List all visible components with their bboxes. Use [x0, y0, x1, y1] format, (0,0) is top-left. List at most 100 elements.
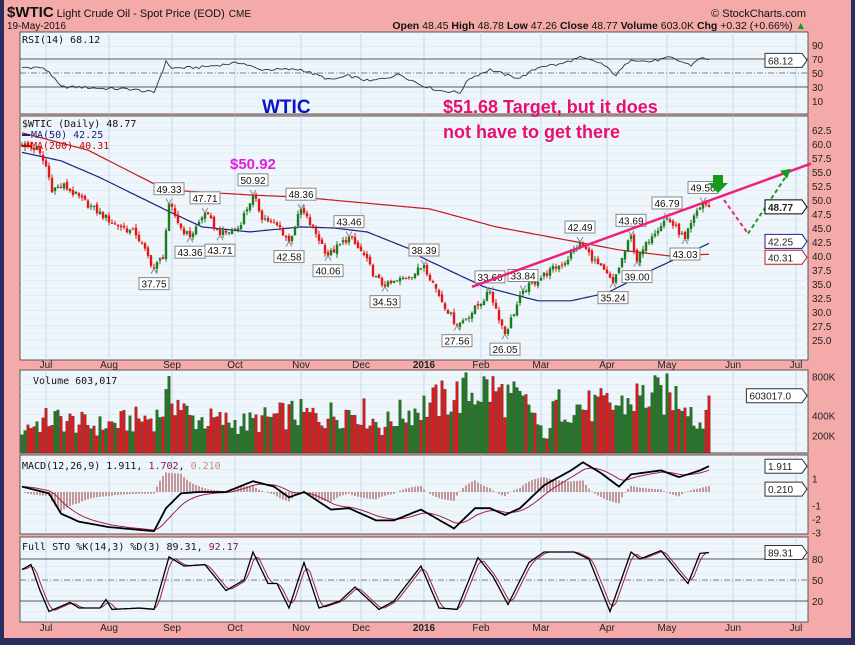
volume-value-tag: 603017.0 [749, 392, 791, 403]
rsi-axis-tick: 10 [812, 97, 824, 108]
candle-body [224, 230, 228, 233]
volume-bar [629, 404, 633, 454]
volume-bar [587, 390, 591, 454]
volume-bar [584, 409, 588, 454]
candle-body [416, 267, 420, 276]
volume-bar [440, 380, 444, 454]
volume-bar [482, 376, 486, 454]
candle-body [485, 291, 489, 301]
candle-body [647, 242, 651, 244]
volume-bar [380, 435, 384, 454]
month-label-aug: Aug [100, 360, 118, 371]
volume-bar [374, 422, 378, 454]
candle-body [524, 290, 528, 292]
volume-bar [314, 413, 318, 454]
candle-body [149, 255, 153, 266]
volume-bar [182, 403, 186, 454]
open-value: 48.45 [422, 20, 448, 32]
volume-bar [557, 389, 561, 454]
month-label-oct: Oct [227, 360, 243, 371]
pivot-pointer [381, 286, 389, 292]
volume-bar [404, 422, 408, 454]
volume-bar [332, 416, 336, 454]
brand-watermark[interactable]: © StockCharts.com [711, 8, 806, 20]
pivot-pointer [285, 241, 293, 247]
volume-bar [503, 417, 507, 454]
volume-bar [620, 395, 624, 454]
volume-bar [344, 409, 348, 454]
month-label-jul: Jul [40, 623, 53, 634]
candle-body [593, 259, 597, 261]
volume-bar [74, 432, 78, 454]
volume-bar [452, 400, 456, 454]
volume-bar [509, 392, 513, 454]
volume-bar [116, 428, 120, 454]
resistance-trendline [471, 162, 812, 288]
volume-bar [677, 408, 681, 454]
volume-bar [512, 381, 516, 454]
volume-bar [671, 410, 675, 454]
macd-axis-tick: -1 [812, 502, 821, 513]
pivot-label: 26.05 [492, 345, 517, 356]
volume-bar [32, 426, 36, 454]
candle-body [53, 187, 57, 192]
volume-bar [245, 430, 249, 454]
volume-bar [572, 415, 576, 454]
volume-bar [173, 415, 177, 454]
volume-bar [278, 402, 282, 454]
volume-bar [431, 387, 435, 454]
pivot-label-box [237, 173, 269, 187]
candle-body [200, 217, 204, 221]
month-label-jun: Jun [725, 360, 741, 371]
candle-body [35, 147, 39, 151]
candle-body [221, 230, 225, 235]
volume-bar [680, 410, 684, 454]
volume-bar [356, 424, 360, 454]
volume-bar [203, 428, 207, 454]
candle-body [503, 326, 507, 335]
volume-bar [635, 383, 639, 454]
volume-bar [59, 416, 63, 454]
candle-body [44, 160, 48, 167]
volume-bar [191, 415, 195, 454]
volume-bar [254, 414, 258, 454]
month-label-mar: Mar [532, 360, 550, 371]
candle-body [56, 186, 60, 188]
candle-body [242, 213, 246, 224]
pivot-pointer [345, 231, 353, 237]
volume-bar [161, 416, 165, 454]
macd-signal-value: 1.702 [148, 461, 178, 472]
volume-bar [134, 406, 138, 454]
volume-bar [23, 430, 27, 454]
volume-bar [563, 419, 567, 454]
pivot-label: 33.60 [477, 273, 502, 284]
candle-body [437, 290, 441, 296]
candle-body [284, 235, 288, 238]
macd-line [21, 461, 710, 533]
candle-body [335, 244, 339, 254]
volume-bar [425, 416, 429, 454]
candle-body [509, 317, 513, 329]
candle-body [428, 275, 432, 281]
volume-bar [683, 407, 687, 454]
candle-body [218, 229, 222, 236]
close-label: Close [560, 20, 589, 32]
volume-bar [308, 412, 312, 454]
volume-bar [95, 435, 99, 454]
ma50-value-tag: 42.25 [768, 237, 793, 248]
price-axis-tick: 60.0 [812, 140, 832, 151]
month-label-may: May [658, 623, 677, 634]
volume-bar [29, 428, 33, 454]
pivot-label-box [369, 295, 401, 309]
volume-bar [83, 414, 87, 454]
candle-body [704, 202, 708, 205]
candle-body [248, 203, 252, 211]
candle-body [662, 220, 666, 227]
volume-bar [623, 414, 627, 454]
pivot-label-box [273, 250, 305, 264]
candle-body [695, 210, 699, 216]
candle-body [182, 228, 186, 235]
macd-legend: MACD(12,26,9) 1.911, 1.702, 0.210 [22, 461, 221, 472]
volume-bar [179, 410, 183, 454]
price-axis-tick: 32.5 [812, 294, 832, 305]
